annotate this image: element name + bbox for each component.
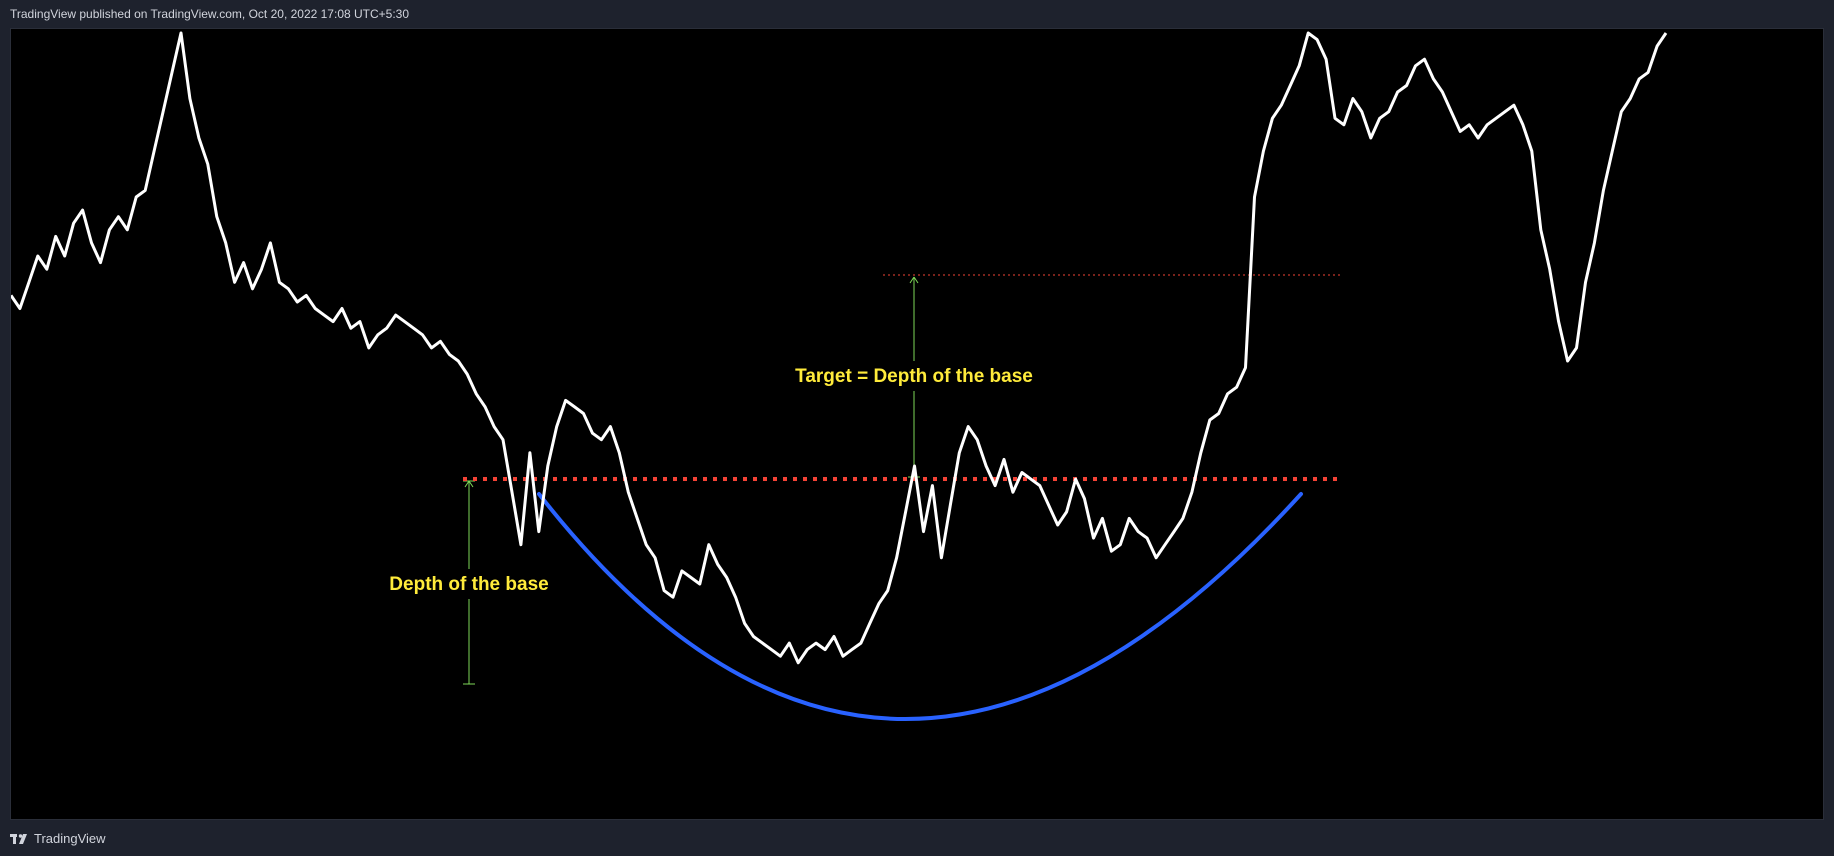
bottom-bar: TradingView bbox=[0, 820, 1834, 856]
target-measure-arrow-left bbox=[909, 276, 915, 284]
measure-group bbox=[463, 276, 920, 685]
target-annotation-label: Target = Depth of the base bbox=[795, 366, 1033, 387]
published-info: TradingView published on TradingView.com… bbox=[10, 7, 410, 21]
top-bar: TradingView published on TradingView.com… bbox=[0, 0, 1834, 28]
depth-measure-arrow-right bbox=[468, 480, 474, 488]
tradingview-brand[interactable]: TradingView bbox=[10, 831, 106, 846]
depth-annotation-label: Depth of the base bbox=[389, 574, 548, 595]
depth-measure-arrow-left bbox=[464, 480, 470, 488]
price-chart[interactable]: Depth of the base Target = Depth of the … bbox=[11, 29, 1824, 820]
price-line[interactable] bbox=[11, 31, 1668, 665]
cup-base-curve bbox=[537, 492, 1303, 721]
chart-area[interactable]: Depth of the base Target = Depth of the … bbox=[10, 28, 1824, 820]
target-measure-arrow-right bbox=[913, 276, 919, 284]
tradingview-logo-icon bbox=[10, 833, 27, 844]
brand-label: TradingView bbox=[34, 831, 106, 846]
